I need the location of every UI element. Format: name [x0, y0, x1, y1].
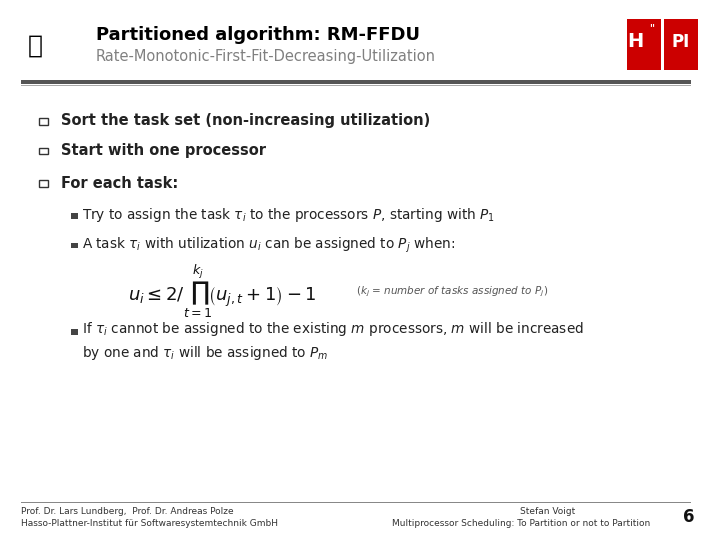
Bar: [664, 19, 698, 70]
Bar: [39, 180, 48, 187]
Bar: [626, 19, 661, 70]
Text: Partitioned algorithm: RM-FFDU: Partitioned algorithm: RM-FFDU: [96, 26, 420, 44]
Text: by one and $\tau_i$ will be assigned to $P_m$: by one and $\tau_i$ will be assigned to …: [82, 343, 328, 362]
Text: Multiprocessor Scheduling: To Partition or not to Partition: Multiprocessor Scheduling: To Partition …: [392, 519, 650, 528]
Bar: [71, 213, 78, 219]
Text: Rate-Monotonic-First-Fit-Decreasing-Utilization: Rate-Monotonic-First-Fit-Decreasing-Util…: [96, 49, 436, 64]
Text: Stefan Voigt: Stefan Voigt: [520, 507, 575, 516]
Text: ": ": [649, 23, 654, 33]
Text: Sort the task set (non-increasing utilization): Sort the task set (non-increasing utiliz…: [60, 113, 430, 129]
Text: 🏛: 🏛: [28, 34, 43, 58]
Text: Hasso-Plattner-Institut für Softwaresystemtechnik GmbH: Hasso-Plattner-Institut für Softwaresyst…: [22, 519, 279, 528]
Bar: [39, 118, 48, 125]
Text: A task $\tau_i$ with utilization $u_i$ can be assigned to $P_j$ when:: A task $\tau_i$ with utilization $u_i$ c…: [82, 235, 455, 255]
Text: If $\tau_i$ cannot be assigned to the existing $m$ processors, $m$ will be incre: If $\tau_i$ cannot be assigned to the ex…: [82, 320, 584, 339]
Bar: [22, 85, 690, 86]
Bar: [39, 148, 48, 154]
Text: Start with one processor: Start with one processor: [60, 143, 266, 158]
Bar: [71, 329, 78, 335]
Text: PI: PI: [672, 33, 690, 51]
Text: H: H: [627, 32, 643, 51]
Bar: [71, 243, 78, 248]
Text: 6: 6: [683, 508, 694, 526]
Text: Prof. Dr. Lars Lundberg,  Prof. Dr. Andreas Polze: Prof. Dr. Lars Lundberg, Prof. Dr. Andre…: [22, 507, 234, 516]
Text: $(k_j$ = number of tasks assigned to $P_j)$: $(k_j$ = number of tasks assigned to $P_…: [356, 285, 548, 299]
Text: For each task:: For each task:: [60, 176, 178, 191]
Bar: [22, 502, 690, 503]
Text: $u_i \leq 2 / \prod_{t=1}^{k_j}\!\left(u_{j,t} + 1\right) - 1$: $u_i \leq 2 / \prod_{t=1}^{k_j}\!\left(u…: [128, 262, 317, 321]
Text: Try to assign the task $\tau_i$ to the processors $P$, starting with $P_1$: Try to assign the task $\tau_i$ to the p…: [82, 206, 495, 225]
Bar: [22, 80, 690, 84]
